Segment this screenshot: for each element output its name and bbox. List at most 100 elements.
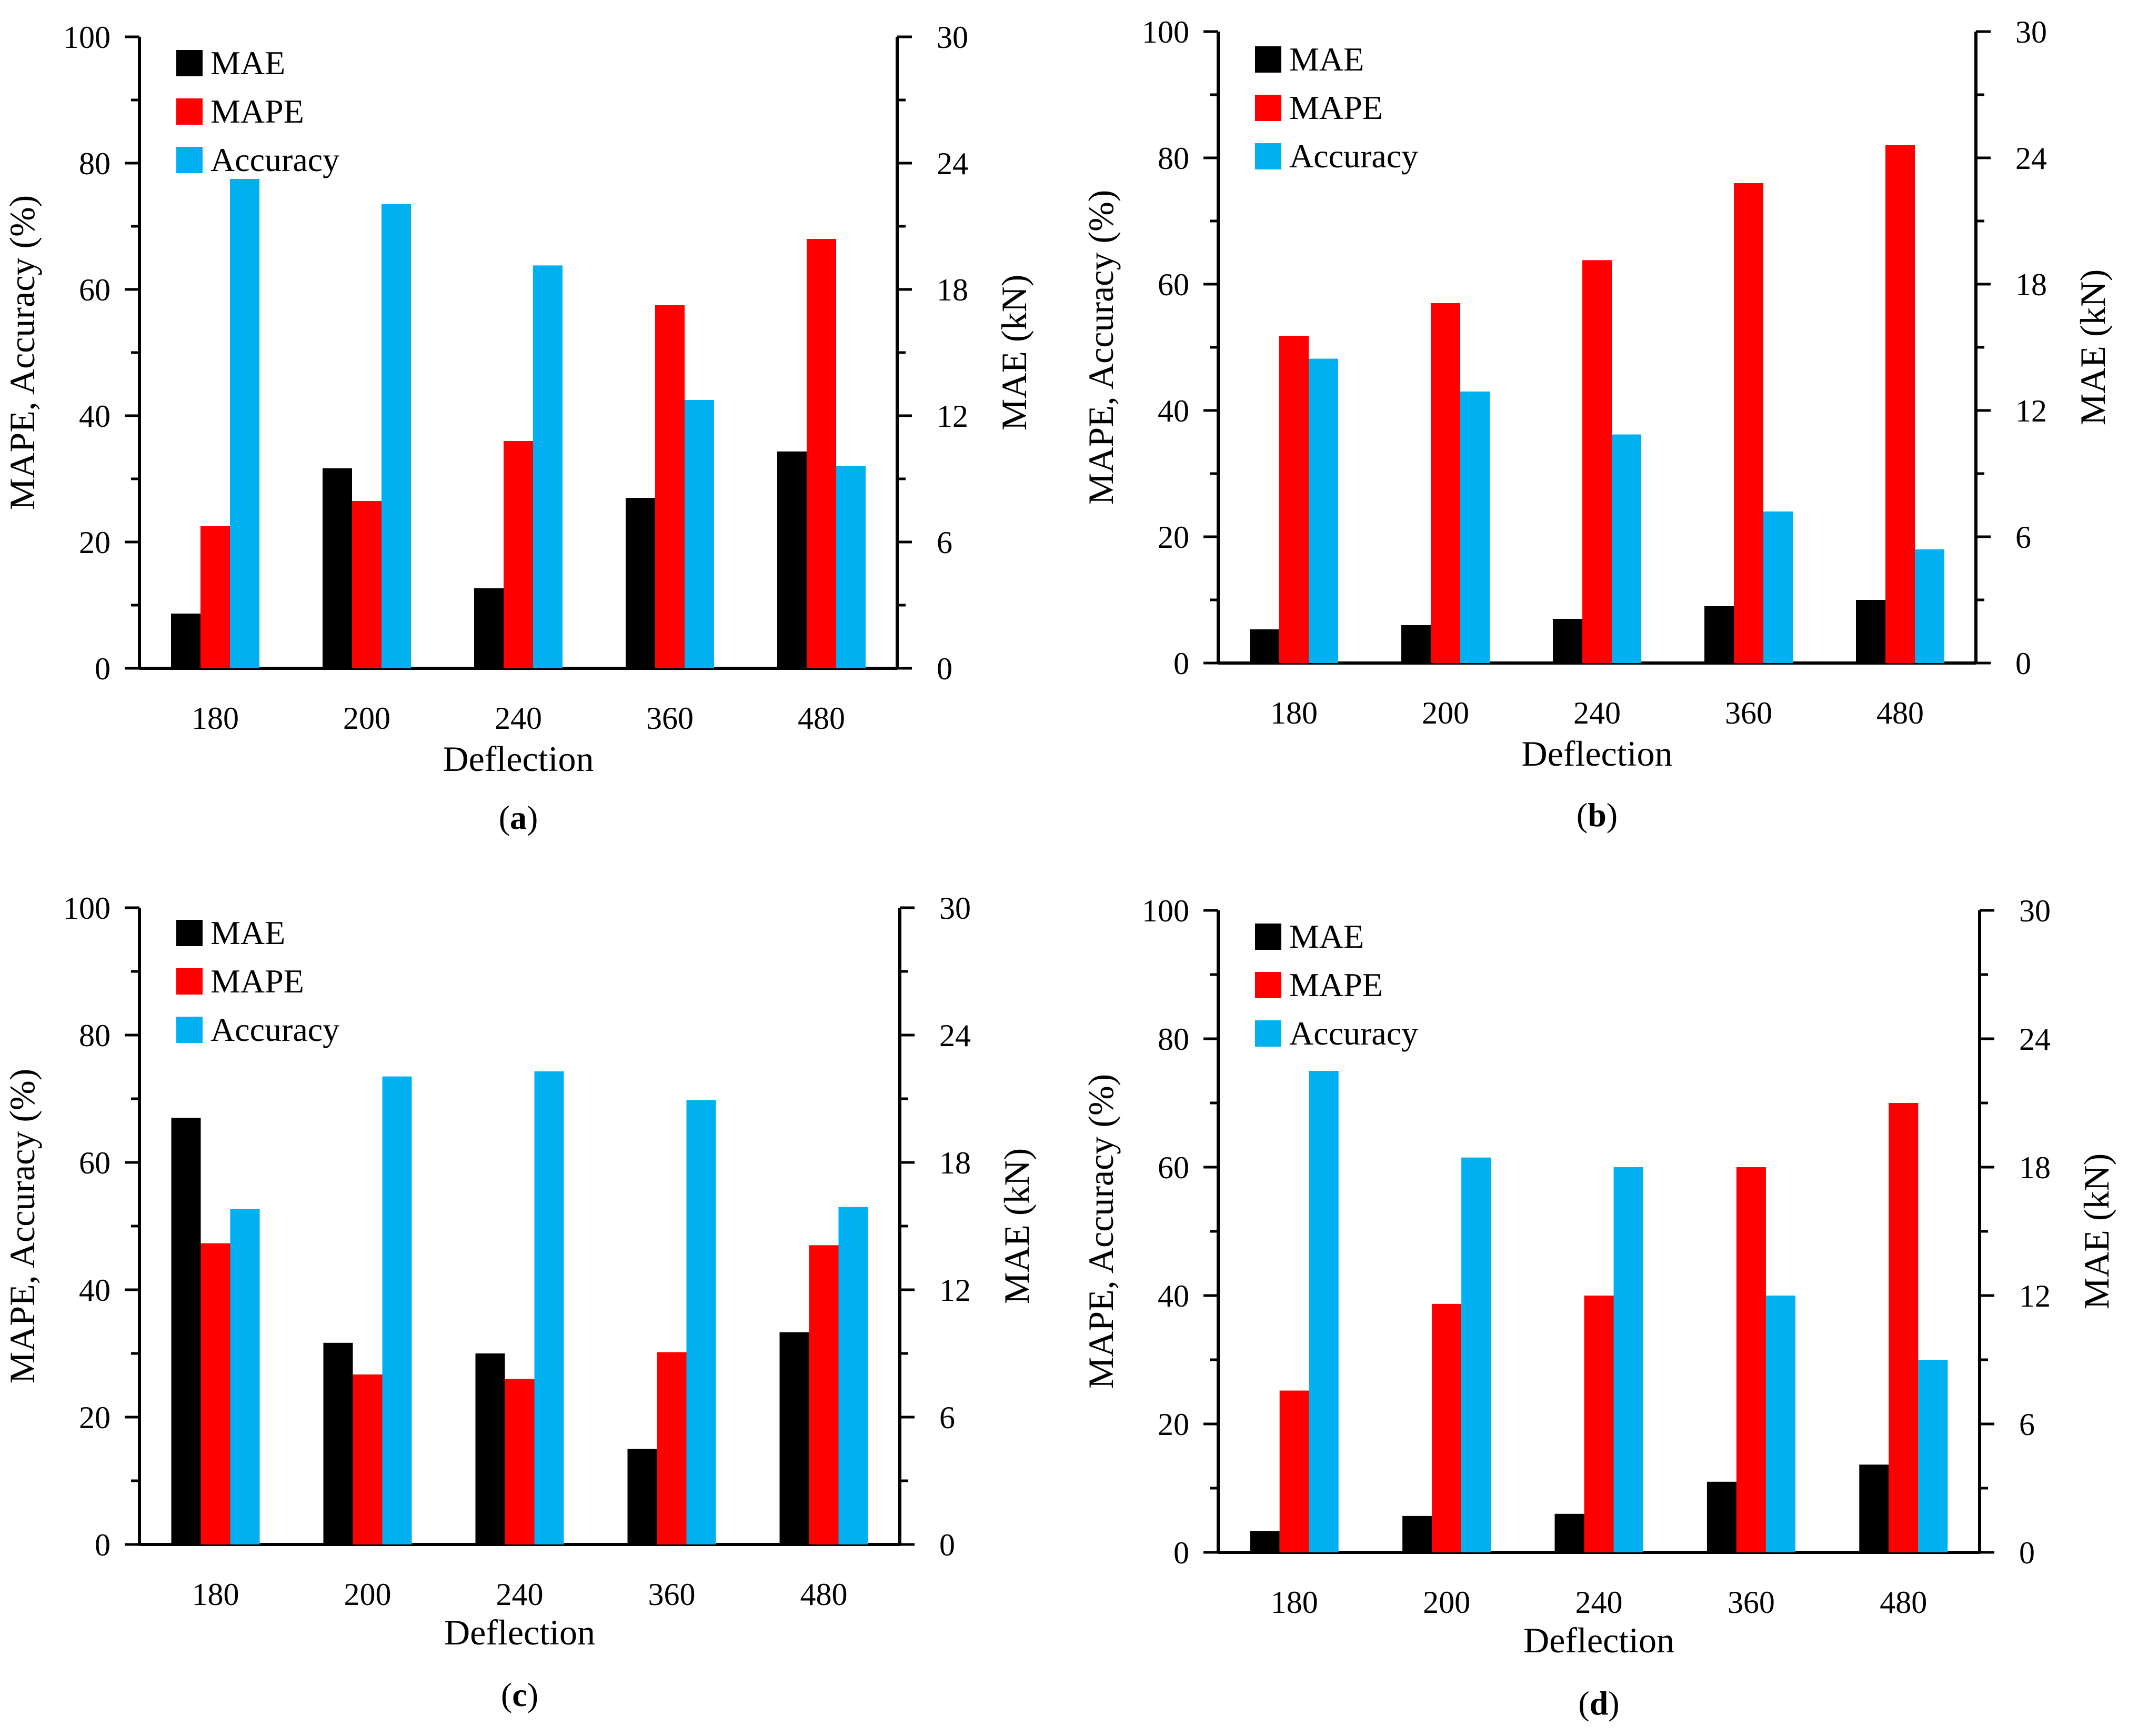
bar-mae-480 [1856, 600, 1885, 663]
left-tick-label: 100 [1142, 894, 1189, 928]
right-y-axis-title: MAE (kN) [2073, 269, 2113, 426]
bar-mape-360 [1736, 1167, 1766, 1552]
bar-mape-240 [505, 1379, 535, 1544]
right-tick-label: 18 [2015, 267, 2047, 302]
right-y-axis-title: MAE (kN) [994, 275, 1034, 431]
bar-mape-200 [353, 1374, 383, 1544]
right-tick-label: 6 [2015, 520, 2031, 555]
right-tick-label: 18 [939, 1146, 971, 1180]
right-tick-label: 0 [937, 651, 952, 686]
bar-accuracy-180 [1309, 358, 1338, 663]
x-tick-label: 240 [496, 1577, 544, 1612]
bar-accuracy-480 [838, 1207, 868, 1544]
right-y-axis-title: MAE (kN) [2076, 1153, 2116, 1310]
x-tick-label: 240 [1573, 696, 1621, 730]
bar-accuracy-480 [1915, 549, 1944, 663]
right-tick-label: 24 [2015, 141, 2047, 176]
bar-mape-200 [352, 501, 382, 668]
x-tick-label: 360 [648, 1577, 696, 1612]
legend-label-accuracy: Accuracy [1289, 137, 1418, 175]
x-tick-label: 480 [798, 701, 845, 736]
legend-label-mae: MAE [1289, 41, 1364, 78]
left-tick-label: 100 [63, 20, 111, 55]
legend-label-mae: MAE [210, 44, 285, 82]
right-tick-label: 30 [2015, 15, 2047, 49]
bar-mae-200 [1402, 1516, 1432, 1552]
x-tick-label: 200 [344, 1577, 392, 1612]
x-tick-label: 480 [1880, 1585, 1927, 1620]
bar-mae-360 [626, 498, 655, 668]
legend: MAE MAPE Accuracy [1255, 918, 1418, 1052]
bar-accuracy-480 [1918, 1360, 1948, 1552]
right-tick-label: 0 [939, 1528, 955, 1562]
bar-accuracy-180 [230, 1209, 260, 1544]
panel-label-open: ( [1578, 1684, 1589, 1722]
chart-panel-a: 0 20 40 60 80 100 0 6 12 18 24 30 180 200 240 360 480 Def… [2, 20, 1034, 836]
left-tick-label: 80 [79, 146, 111, 181]
panel-label-letter: a [510, 799, 527, 836]
right-y-axis-title: MAE (kN) [997, 1148, 1037, 1304]
panel-label-open: ( [501, 1676, 512, 1713]
bar-mae-360 [627, 1449, 657, 1544]
left-tick-label: 60 [1158, 267, 1189, 302]
panel-label-letter: d [1590, 1684, 1609, 1722]
x-axis-title: Deflection [1523, 1620, 1674, 1660]
left-y-axis-title: MAPE, Accuracy (%) [2, 195, 42, 510]
bar-mae-240 [474, 588, 504, 668]
left-tick-label: 60 [79, 273, 111, 307]
right-tick-label: 30 [939, 891, 971, 926]
bar-accuracy-200 [1460, 392, 1490, 663]
panel-label-close: ) [1607, 796, 1618, 834]
bar-mae-240 [1554, 1513, 1584, 1552]
left-y-axis-title: MAPE, Accuracy (%) [1081, 1074, 1121, 1389]
bar-accuracy-360 [1763, 511, 1793, 663]
left-tick-label: 100 [63, 891, 111, 926]
legend: MAE MAPE Accuracy [176, 44, 339, 178]
bar-mae-480 [779, 1332, 809, 1544]
right-tick-label: 12 [2015, 394, 2047, 428]
bar-mae-180 [171, 1118, 201, 1544]
right-tick-label: 12 [937, 399, 968, 434]
right-tick-label: 24 [2019, 1022, 2051, 1057]
panel-label-letter: b [1588, 796, 1607, 834]
bar-mape-180 [1279, 1390, 1309, 1552]
legend-swatch-mape [1255, 972, 1281, 998]
chart-panel-d: 0 20 40 60 80 100 0 6 12 18 24 30 180 200 240 360 480 Def… [1081, 894, 2116, 1722]
left-y-axis-title: MAPE, Accuracy (%) [1081, 190, 1121, 505]
bar-accuracy-240 [533, 265, 563, 668]
legend-swatch-accuracy [1255, 143, 1281, 169]
left-tick-label: 20 [1158, 1407, 1189, 1442]
bar-mae-240 [475, 1353, 505, 1544]
left-tick-label: 40 [1158, 394, 1189, 428]
x-tick-label: 200 [343, 701, 390, 736]
bar-mape-360 [657, 1352, 687, 1544]
right-tick-label: 0 [2015, 646, 2031, 681]
bar-mape-360 [1734, 183, 1763, 663]
bar-accuracy-240 [1612, 434, 1641, 663]
left-tick-label: 0 [1173, 1536, 1189, 1570]
bar-mae-180 [171, 614, 200, 668]
bar-accuracy-360 [685, 400, 714, 668]
left-tick-label: 40 [79, 1273, 111, 1308]
bar-accuracy-360 [1765, 1296, 1795, 1552]
legend: MAE MAPE Accuracy [1255, 41, 1418, 175]
bar-mape-360 [655, 305, 685, 668]
right-tick-label: 30 [2019, 894, 2051, 928]
left-tick-label: 100 [1142, 15, 1189, 49]
x-tick-label: 240 [495, 701, 542, 736]
left-tick-label: 60 [79, 1146, 111, 1180]
x-tick-label: 240 [1575, 1585, 1623, 1620]
legend-swatch-mape [1255, 95, 1281, 121]
bar-mape-200 [1431, 303, 1460, 663]
bar-mape-180 [200, 526, 230, 668]
x-tick-label: 360 [646, 701, 694, 736]
x-tick-label: 200 [1422, 696, 1469, 730]
legend-label-mape: MAPE [210, 93, 304, 130]
bar-accuracy-200 [1461, 1157, 1491, 1552]
bar-mae-200 [323, 1342, 353, 1544]
legend-swatch-mae [176, 920, 203, 946]
legend-label-mae: MAE [210, 914, 285, 951]
legend-label-mae: MAE [1289, 918, 1364, 955]
panel-label: (d) [1578, 1684, 1619, 1722]
left-tick-label: 0 [95, 1528, 111, 1562]
